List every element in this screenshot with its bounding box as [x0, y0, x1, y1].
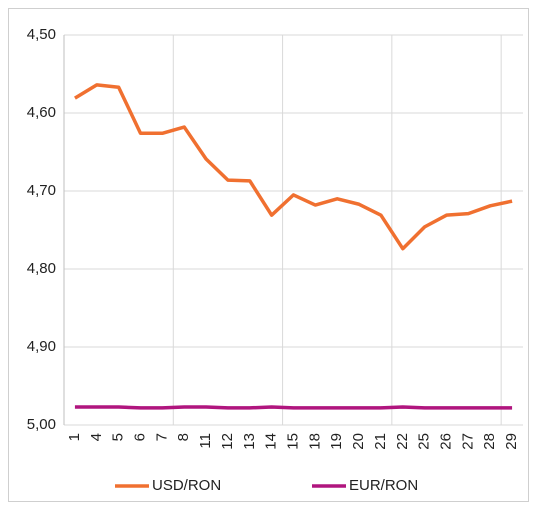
- x-tick-label: 8: [175, 433, 192, 441]
- x-tick-label: 26: [437, 433, 454, 450]
- line-series: [74, 83, 513, 251]
- line-series: [74, 405, 513, 410]
- y-tick-label: 5,00: [27, 416, 56, 433]
- x-tick-label: 4: [88, 433, 105, 441]
- chart-frame: [8, 8, 529, 502]
- x-tick-label: 27: [459, 433, 476, 450]
- x-tick-label: 7: [153, 433, 170, 441]
- y-tick-label: 4,60: [27, 104, 56, 121]
- x-tick-label: 21: [372, 433, 389, 450]
- y-tick-label: 4,90: [27, 338, 56, 355]
- y-tick-label: 4,80: [27, 260, 56, 277]
- x-tick-label: 22: [394, 433, 411, 450]
- x-tick-label: 28: [481, 433, 498, 450]
- x-tick-label: 6: [131, 433, 148, 441]
- x-tick-label: 11: [197, 433, 214, 449]
- x-tick-label: 20: [350, 433, 367, 450]
- x-tick-label: 15: [284, 433, 301, 450]
- x-tick-label: 19: [328, 433, 345, 450]
- y-tick-label: 4,70: [27, 182, 56, 199]
- y-tick-label: 4,50: [27, 26, 56, 43]
- x-tick-label: 5: [110, 433, 127, 441]
- x-tick-label: 1: [66, 433, 83, 441]
- legend-label: EUR/RON: [349, 477, 418, 494]
- legend-label: USD/RON: [152, 477, 221, 494]
- x-tick-label: 14: [263, 433, 280, 450]
- x-tick-label: 18: [306, 433, 323, 450]
- x-tick-label: 13: [241, 433, 258, 450]
- x-tick-label: 12: [219, 433, 236, 450]
- x-tick-label: 29: [503, 433, 520, 450]
- x-tick-label: 25: [416, 433, 433, 450]
